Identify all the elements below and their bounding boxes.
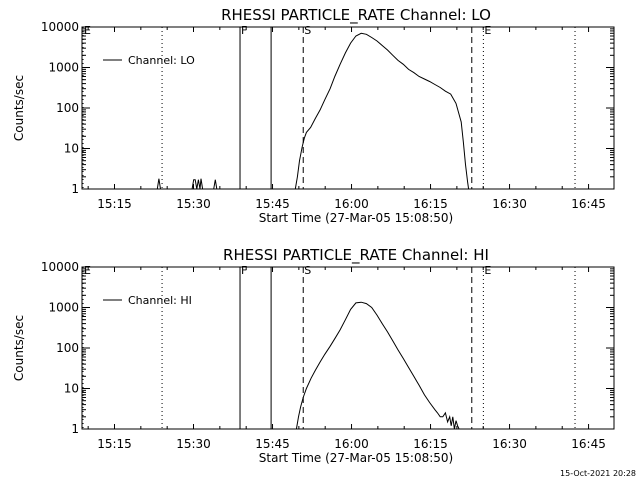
series-line-hi <box>295 301 460 430</box>
y-tick-label: 10 <box>64 382 79 396</box>
x-tick-label: 16:45 <box>571 197 606 211</box>
y-tick-label: 10 <box>64 142 79 156</box>
event-marker-label: E <box>84 264 91 277</box>
x-tick-label: 16:45 <box>571 437 606 451</box>
x-axis-label: Start Time (27-Mar-05 15:08:50) <box>259 451 453 465</box>
y-tick-label: 1 <box>71 422 79 436</box>
legend-label: Channel: LO <box>128 54 195 67</box>
x-tick-label: 16:30 <box>492 437 527 451</box>
x-tick-label: 16:00 <box>334 437 369 451</box>
x-tick-label: 15:45 <box>255 197 290 211</box>
y-tick-label: 10000 <box>41 20 79 34</box>
event-marker-label: E <box>84 24 91 37</box>
hi-channel-panel: RHESSI PARTICLE_RATE Channel: HI 15:15 15:… <box>12 246 615 465</box>
x-axis-label: Start Time (27-Mar-05 15:08:50) <box>259 211 453 225</box>
event-marker-label: F <box>241 264 247 277</box>
footer-timestamp: 15-Oct-2021 20:28 <box>560 469 636 478</box>
legend-label: Channel: HI <box>128 294 192 307</box>
lo-channel-panel: RHESSI PARTICLE_RATE Channel: LO 15:15 15:… <box>12 6 615 225</box>
x-tick-label: 15:15 <box>97 437 132 451</box>
y-tick-label: 100 <box>56 101 79 115</box>
x-tick-label: 15:15 <box>97 197 132 211</box>
y-tick-label: 1 <box>71 182 79 196</box>
event-marker-label: E <box>484 24 491 37</box>
chart-title: RHESSI PARTICLE_RATE Channel: HI <box>223 246 489 265</box>
x-tick-label: 16:15 <box>413 437 448 451</box>
series-line-lo <box>156 32 470 190</box>
event-marker-label: S <box>304 24 311 37</box>
event-marker-label: S <box>304 264 311 277</box>
x-tick-label: 16:15 <box>413 197 448 211</box>
x-tick-label: 16:30 <box>492 197 527 211</box>
chart-title: RHESSI PARTICLE_RATE Channel: LO <box>221 6 491 25</box>
y-tick-label: 100 <box>56 341 79 355</box>
y-axis-label: Counts/sec <box>12 315 26 381</box>
x-tick-label: 15:45 <box>255 437 290 451</box>
event-marker-label: F <box>241 24 247 37</box>
x-tick-label: 15:30 <box>176 197 211 211</box>
y-tick-label: 1000 <box>48 61 79 75</box>
x-tick-label: 16:00 <box>334 197 369 211</box>
event-marker-label: E <box>484 264 491 277</box>
y-axis-label: Counts/sec <box>12 75 26 141</box>
y-tick-label: 1000 <box>48 301 79 315</box>
x-tick-label: 15:30 <box>176 437 211 451</box>
y-tick-label: 10000 <box>41 260 79 274</box>
